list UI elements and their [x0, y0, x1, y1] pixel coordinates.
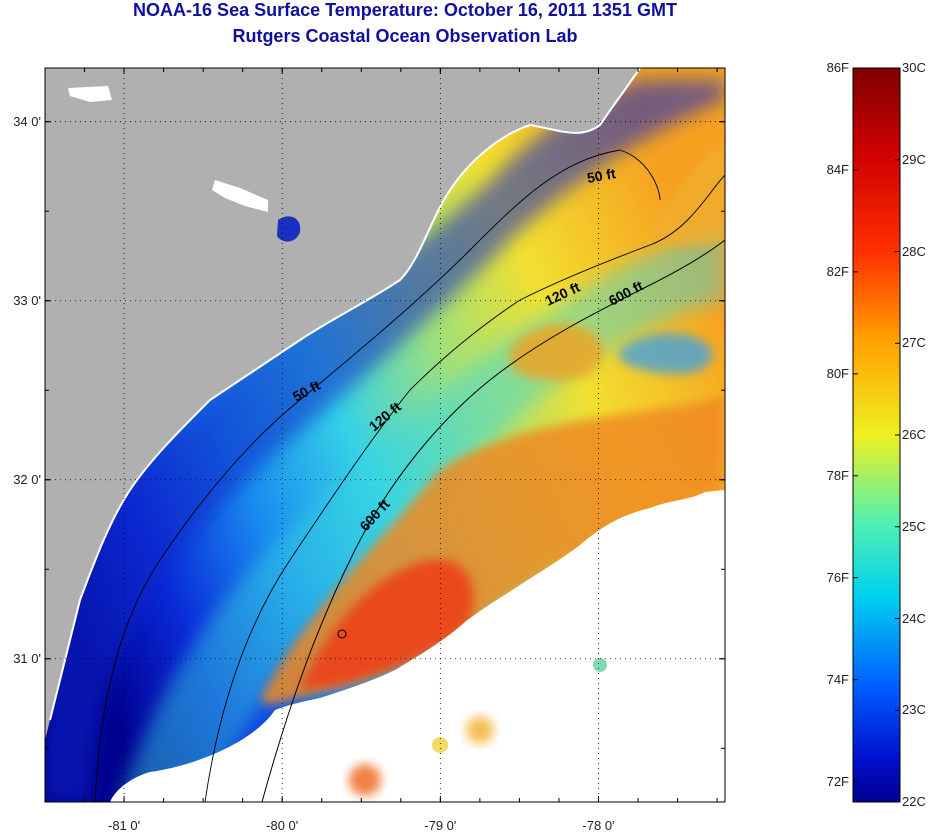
colorbar-ticks: [853, 67, 900, 803]
colorbar-label-fahrenheit: 76F: [826, 569, 849, 585]
colorbar-label-celsius: 24C: [902, 610, 926, 626]
cool-eddy: [619, 333, 713, 374]
colorbar-label-celsius: 23C: [902, 702, 926, 718]
graticule: [45, 68, 725, 802]
colorbar: [852, 67, 901, 803]
inland-lake: [277, 216, 301, 242]
colorbar-label-celsius: 22C: [902, 794, 926, 809]
colorbar-label-fahrenheit: 78F: [826, 467, 849, 483]
cloud-edge-warm: [349, 764, 381, 796]
colorbar-label-celsius: 27C: [902, 335, 926, 351]
map-ticks: [44, 68, 725, 802]
lon-label: -78 0': [582, 818, 615, 833]
colorbar-label-fahrenheit: 84F: [826, 161, 849, 177]
inland-lake: [212, 180, 268, 212]
cloud-edge-cool: [593, 658, 607, 672]
lat-label: 33 0': [13, 292, 41, 308]
lon-label: -79 0': [424, 818, 457, 833]
colorbar-label-celsius: 28C: [902, 243, 926, 259]
colorbar-label-fahrenheit: 72F: [826, 773, 849, 789]
coastal-cold-band: [45, 80, 725, 802]
lat-label: 31 0': [13, 650, 41, 666]
colorbar-label-fahrenheit: 74F: [826, 671, 849, 687]
lon-label: -80 0': [266, 818, 299, 833]
contour-120ft: [204, 174, 725, 802]
coastline: [49, 68, 641, 721]
colorbar-label-celsius: 30C: [902, 60, 926, 75]
northeast-warm-patch: [650, 140, 725, 246]
contour-50ft: [94, 149, 661, 802]
warm-eddy: [509, 323, 602, 381]
map-subtitle: Rutgers Coastal Ocean Observation Lab: [232, 26, 578, 46]
inland-lake: [68, 86, 112, 102]
colorbar-label-celsius: 26C: [902, 427, 926, 442]
colorbar-label-fahrenheit: 86F: [826, 60, 849, 75]
station-marker: [337, 629, 347, 639]
gulf-stream-core: [300, 559, 474, 690]
colorbar-label-celsius: 25C: [902, 518, 926, 534]
map-frame: [44, 67, 726, 803]
colorbar-label-fahrenheit: 82F: [826, 263, 849, 279]
lat-label: 32 0': [13, 471, 41, 487]
map-title: NOAA-16 Sea Surface Temperature: October…: [133, 0, 677, 20]
contour-label-50ft: 50 ft: [586, 165, 617, 186]
cloud-edge-warm: [432, 737, 448, 753]
contour-600ft: [261, 239, 725, 802]
cloud-edge-warm: [466, 716, 494, 744]
colorbar-label-fahrenheit: 80F: [826, 365, 849, 381]
colorbar-label-celsius: 29C: [902, 151, 926, 167]
cloud-mask: [110, 490, 725, 802]
lat-label: 34 0': [13, 113, 41, 129]
land-mass: [45, 68, 640, 740]
lon-label: -81 0': [108, 818, 141, 833]
